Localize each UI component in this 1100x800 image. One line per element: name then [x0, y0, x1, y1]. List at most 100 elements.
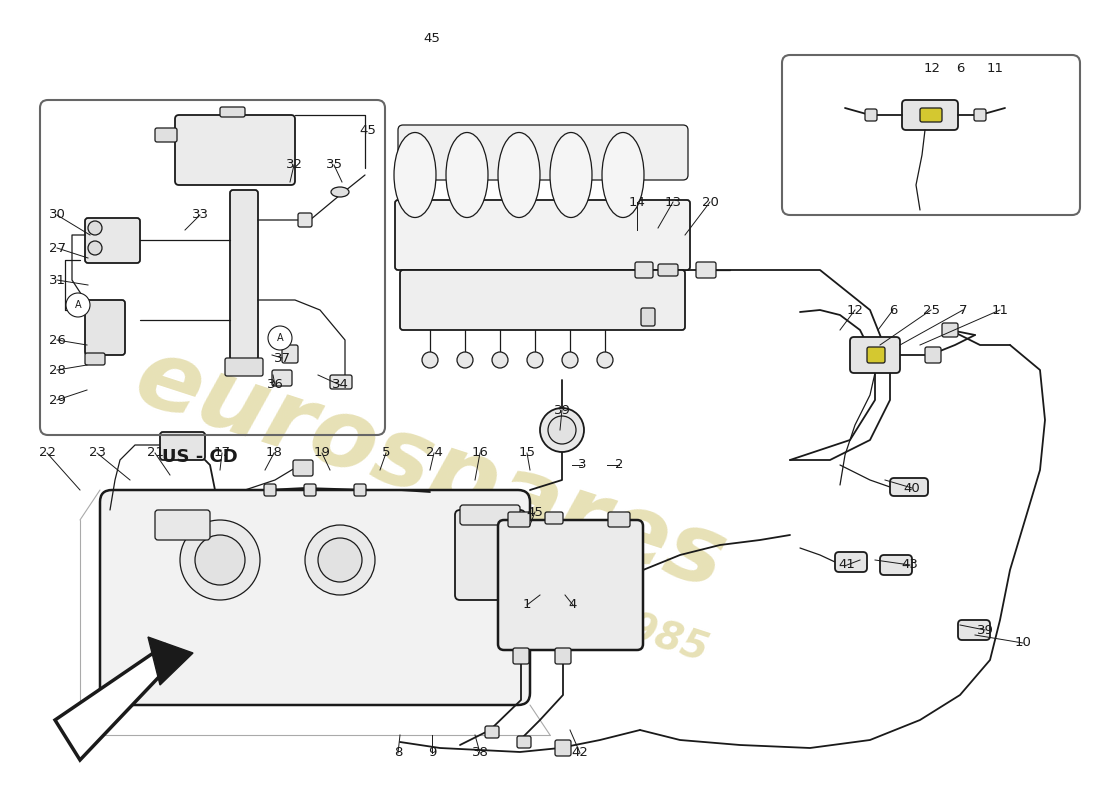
Circle shape [422, 352, 438, 368]
Circle shape [456, 352, 473, 368]
Text: 31: 31 [48, 274, 66, 286]
Text: 4: 4 [569, 598, 578, 611]
FancyBboxPatch shape [498, 520, 644, 650]
Circle shape [305, 525, 375, 595]
Ellipse shape [331, 187, 349, 197]
Text: 9: 9 [428, 746, 437, 759]
Text: 30: 30 [48, 209, 65, 222]
Text: 3: 3 [578, 458, 586, 471]
Circle shape [597, 352, 613, 368]
Text: 2: 2 [615, 458, 624, 471]
Ellipse shape [498, 133, 540, 218]
FancyBboxPatch shape [85, 353, 104, 365]
Text: 13: 13 [664, 195, 682, 209]
FancyBboxPatch shape [330, 375, 352, 389]
Text: a passion since 1985: a passion since 1985 [267, 491, 713, 669]
Text: US - CD: US - CD [162, 448, 238, 466]
FancyBboxPatch shape [925, 347, 940, 363]
Text: 37: 37 [274, 351, 290, 365]
FancyBboxPatch shape [395, 200, 690, 270]
FancyBboxPatch shape [517, 736, 531, 748]
Circle shape [88, 221, 102, 235]
Circle shape [268, 326, 292, 350]
Text: 16: 16 [472, 446, 488, 459]
FancyBboxPatch shape [85, 300, 125, 355]
Text: 15: 15 [518, 446, 536, 459]
FancyBboxPatch shape [608, 512, 630, 527]
Text: 26: 26 [48, 334, 65, 346]
Text: 29: 29 [48, 394, 65, 406]
Text: 39: 39 [553, 403, 571, 417]
Text: 41: 41 [838, 558, 856, 571]
FancyBboxPatch shape [264, 484, 276, 496]
Text: 18: 18 [265, 446, 283, 459]
Text: 35: 35 [326, 158, 342, 171]
Text: 23: 23 [88, 446, 106, 459]
Text: 19: 19 [314, 446, 330, 459]
Text: 6: 6 [956, 62, 965, 74]
Circle shape [540, 408, 584, 452]
Polygon shape [148, 637, 192, 685]
Text: 8: 8 [394, 746, 403, 759]
Circle shape [88, 241, 102, 255]
Ellipse shape [394, 133, 436, 218]
Text: 11: 11 [987, 62, 1003, 74]
Circle shape [318, 538, 362, 582]
Circle shape [195, 535, 245, 585]
FancyBboxPatch shape [696, 262, 716, 278]
Text: 33: 33 [191, 209, 209, 222]
Polygon shape [55, 645, 175, 760]
Text: 1: 1 [522, 598, 531, 611]
Circle shape [180, 520, 260, 600]
FancyBboxPatch shape [160, 432, 205, 460]
Circle shape [492, 352, 508, 368]
Circle shape [66, 293, 90, 317]
Text: 45: 45 [360, 123, 376, 137]
FancyBboxPatch shape [282, 345, 298, 363]
Text: 28: 28 [48, 363, 65, 377]
FancyBboxPatch shape [304, 484, 316, 496]
FancyBboxPatch shape [880, 555, 912, 575]
FancyBboxPatch shape [865, 109, 877, 121]
Ellipse shape [550, 133, 592, 218]
FancyBboxPatch shape [293, 460, 314, 476]
FancyBboxPatch shape [635, 262, 653, 278]
Text: eurospares: eurospares [123, 330, 737, 610]
FancyBboxPatch shape [100, 490, 530, 705]
Text: 45: 45 [424, 31, 440, 45]
Ellipse shape [602, 133, 644, 218]
Circle shape [562, 352, 578, 368]
Text: 45: 45 [527, 506, 543, 518]
FancyBboxPatch shape [485, 726, 499, 738]
Text: A: A [75, 300, 81, 310]
FancyBboxPatch shape [455, 510, 525, 600]
Text: 43: 43 [902, 558, 918, 571]
Text: 21: 21 [146, 446, 164, 459]
FancyBboxPatch shape [272, 370, 292, 386]
Text: 12: 12 [924, 62, 940, 74]
Text: 25: 25 [923, 303, 939, 317]
Text: 7: 7 [959, 303, 967, 317]
FancyBboxPatch shape [920, 108, 942, 122]
FancyBboxPatch shape [974, 109, 986, 121]
FancyBboxPatch shape [902, 100, 958, 130]
Text: 11: 11 [991, 303, 1009, 317]
FancyBboxPatch shape [641, 308, 654, 326]
FancyBboxPatch shape [226, 358, 263, 376]
FancyBboxPatch shape [220, 107, 245, 117]
FancyBboxPatch shape [850, 337, 900, 373]
FancyBboxPatch shape [867, 347, 886, 363]
FancyBboxPatch shape [508, 512, 530, 527]
Text: 6: 6 [889, 303, 898, 317]
Text: 14: 14 [628, 195, 646, 209]
FancyBboxPatch shape [155, 128, 177, 142]
FancyBboxPatch shape [544, 512, 563, 524]
FancyBboxPatch shape [298, 213, 312, 227]
Text: 34: 34 [331, 378, 349, 391]
Text: 22: 22 [39, 446, 55, 459]
FancyBboxPatch shape [400, 270, 685, 330]
Text: 17: 17 [213, 446, 231, 459]
Text: 36: 36 [266, 378, 284, 391]
FancyBboxPatch shape [942, 323, 958, 337]
FancyBboxPatch shape [513, 648, 529, 664]
